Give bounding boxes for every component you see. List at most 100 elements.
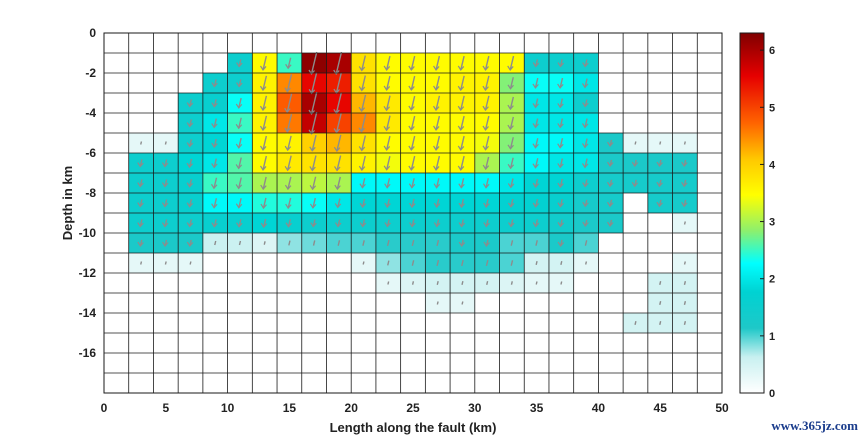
heatmap-cell [104,253,129,273]
heatmap-cell [104,313,129,333]
heatmap-cell [623,213,648,233]
heatmap-cell [128,113,154,133]
heatmap-cell [697,153,722,173]
slip-vector-arrow [460,95,465,111]
slip-vector-arrow [213,177,218,189]
heatmap-cell [277,333,302,353]
slip-vector-arrow [534,77,539,89]
slip-vector-arrowhead [309,146,316,152]
slip-vector-arrowhead [334,166,341,172]
heatmap-cell [548,373,574,393]
slip-vector-arrow [312,197,316,209]
slip-vector-arrow [460,55,465,71]
slip-vector-arrow [361,178,366,188]
heatmap-cell [598,33,624,53]
slip-vector-arrow [410,55,416,71]
slip-vector-arrowhead [308,129,315,135]
heatmap-cell [623,33,648,53]
heatmap-cell [301,373,327,393]
heatmap-cell [499,313,525,333]
slip-vector-arrowhead [308,69,315,76]
slip-vector-arrowhead [309,166,316,172]
slip-vector-arrowhead [482,145,489,151]
slip-vector-arrowhead [507,104,514,111]
slip-vector-arrow [509,77,514,89]
heatmap-cell [672,33,698,53]
heatmap-cell [623,193,648,213]
heatmap-cell [128,293,154,313]
slip-vector-arrow [436,239,440,247]
slip-vector-arrow [485,156,490,170]
heatmap-cell [326,33,352,53]
slip-vector-arrow [263,218,267,228]
slip-vector-arrow [337,240,341,246]
slip-vector-arrowhead [507,144,514,150]
slip-vector-arrow [484,115,490,131]
heatmap-cell [623,233,648,253]
slip-vector-arrow [683,320,687,326]
heatmap-cell [598,93,624,113]
slip-vector-arrow [287,57,292,69]
slip-vector-arrow [634,320,637,326]
slip-vector-arrow [559,138,564,148]
slip-vector-arrow [485,198,489,208]
slip-vector-arrowhead [607,221,614,228]
slip-vector-arrow [189,261,192,265]
heatmap-cell [252,273,278,293]
slip-vector-arrow [337,198,341,208]
heatmap-cell [178,313,203,333]
slip-vector-arrow [534,98,539,108]
slip-vector-arrowhead [557,241,565,248]
slip-vector-arrow [486,280,489,286]
slip-vector-arrow [310,111,318,135]
colorbar-tick-label: 3 [769,217,775,229]
slip-vector-arrow [238,240,242,246]
heatmap-cell [647,113,673,133]
slip-vector-arrow [509,137,514,149]
slip-vector-arrow [385,95,391,111]
slip-vector-arrow [510,198,514,208]
heatmap-cell [697,193,722,213]
slip-vector-arrow [559,98,564,108]
slip-vector-arrow [509,116,515,130]
slip-vector-arrow [287,197,292,209]
heatmap-cell [178,53,203,73]
slip-vector-arrowhead [532,123,539,129]
heatmap-cell [153,373,179,393]
slip-vector-arrowhead [284,145,292,152]
plot-frame [103,32,723,394]
slip-vector-arrow [634,141,637,145]
colorbar-tick-label: 2 [769,274,775,286]
heatmap-cell [351,273,376,293]
heatmap-cell [647,213,673,233]
heatmap-cell [400,293,426,313]
slip-vector-arrowhead [358,165,366,172]
slip-vector-arrowhead [507,65,514,71]
slip-vector-arrowhead [137,222,144,228]
slip-vector-arrow [509,55,515,71]
watermark: www.365jz.com [771,418,858,433]
heatmap-cell [277,313,302,333]
heatmap-cell [499,333,525,353]
heatmap-cell [573,33,599,53]
slip-vector-arrow [659,300,662,306]
slip-vector-arrowhead [161,162,169,168]
slip-vector-arrowhead [186,102,194,108]
slip-vector-arrowhead [483,241,490,248]
slip-vector-arrow [485,259,489,267]
y-tick-label: 0 [89,26,96,40]
slip-vector-arrowhead [457,65,465,71]
slip-vector-arrow [484,55,490,71]
slip-vector-arrow [335,51,343,75]
slip-vector-arrow [385,135,391,151]
slip-vector-arrowhead [334,222,342,228]
slip-vector-arrowhead [161,202,169,208]
slip-vector-arrowhead [358,146,366,152]
slip-vector-arrow [262,135,268,151]
heatmap-cell [623,93,648,113]
heatmap-cell [202,353,228,373]
heatmap-cell [450,333,475,353]
slip-vector-arrow [188,158,193,168]
slip-vector-arrow [659,320,662,326]
slip-vector-arrow [336,134,342,152]
